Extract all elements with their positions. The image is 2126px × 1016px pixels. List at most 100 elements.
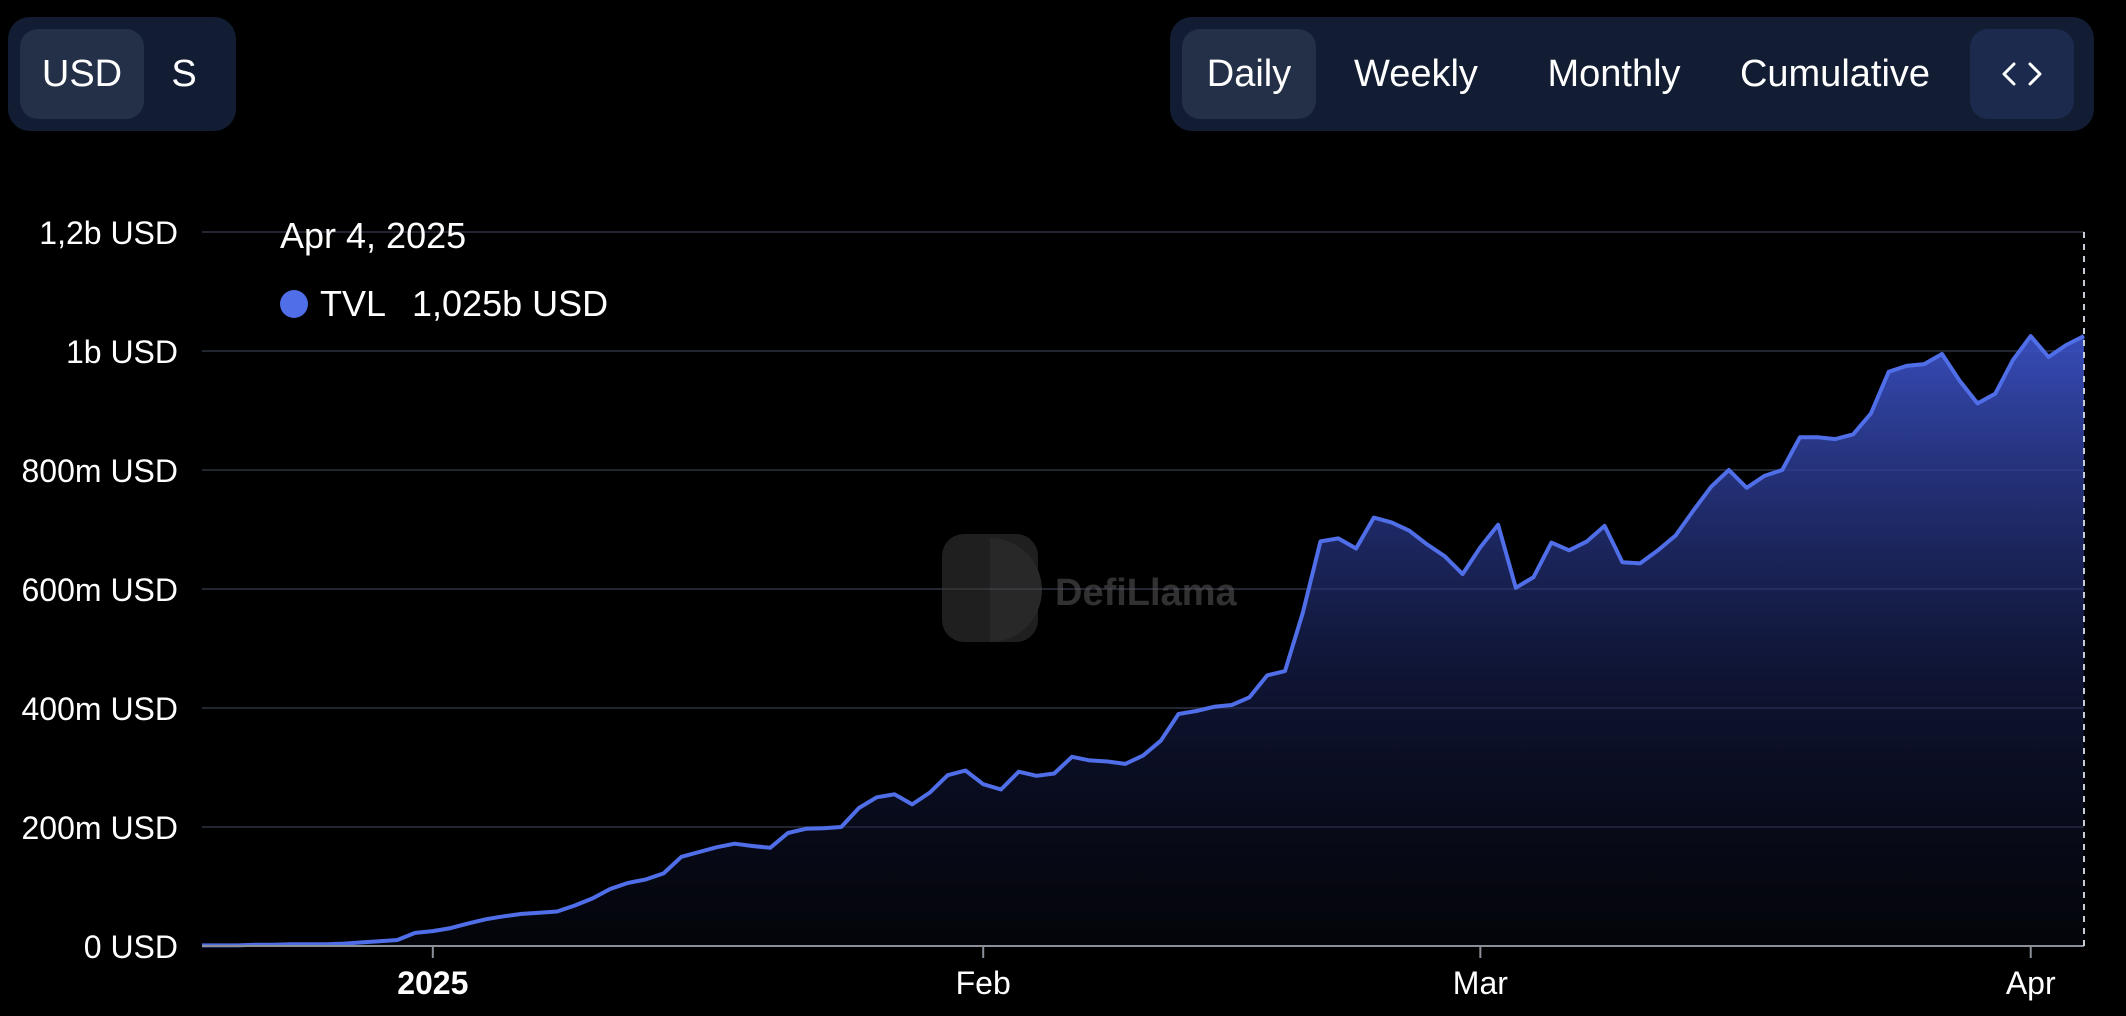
tvl-point	[1921, 361, 1927, 367]
tvl-point	[2028, 333, 2034, 339]
tvl-point	[714, 844, 720, 850]
tvl-point	[536, 910, 542, 916]
period-daily-button[interactable]: Daily	[1182, 29, 1316, 119]
tvl-point	[1477, 544, 1483, 550]
tvl-point	[1495, 522, 1501, 528]
code-embed-icon	[2002, 62, 2042, 86]
tvl-point	[412, 930, 418, 936]
tvl-point	[1140, 753, 1146, 759]
y-tick-label: 0 USD	[84, 929, 178, 965]
tvl-point	[1726, 467, 1732, 473]
tvl-point	[1779, 467, 1785, 473]
tooltip-value: 1,025b USD	[412, 283, 608, 324]
period-toggle: Daily Weekly Monthly Cumulative	[1170, 17, 2094, 131]
tvl-point	[1832, 436, 1838, 442]
period-cumulative-button[interactable]: Cumulative	[1739, 52, 1931, 95]
tvl-point	[1353, 546, 1359, 552]
tvl-point	[1229, 702, 1235, 708]
y-tick-label: 600m USD	[22, 572, 179, 608]
tvl-chart[interactable]: 0 USD 200m USD 400m USD 600m USD 800m USD 1b …	[0, 200, 2126, 1016]
tvl-point	[856, 805, 862, 811]
x-tick-label: 2025	[397, 965, 468, 1001]
tooltip-series-label: TVL	[320, 283, 386, 324]
tvl-point	[1442, 553, 1448, 559]
tvl-point	[2010, 357, 2016, 363]
tvl-point	[625, 880, 631, 886]
tvl-point	[483, 916, 489, 922]
tvl-point	[2046, 354, 2052, 360]
embed-button[interactable]	[1970, 29, 2074, 119]
y-tick-label: 200m USD	[22, 810, 179, 846]
y-tick-label: 1,2b USD	[39, 215, 178, 251]
x-tick-label: Feb	[956, 965, 1011, 1001]
tvl-point	[1602, 523, 1608, 529]
tvl-point	[1619, 559, 1625, 565]
tvl-chart-svg[interactable]: 0 USD 200m USD 400m USD 600m USD 800m USD 1b …	[0, 200, 2126, 1016]
y-tick-label: 1b USD	[66, 334, 178, 370]
currency-s-button[interactable]: S	[171, 52, 197, 95]
period-weekly-button[interactable]: Weekly	[1354, 52, 1478, 95]
tvl-point	[1158, 738, 1164, 744]
y-axis: 0 USD 200m USD 400m USD 600m USD 800m USD 1b …	[22, 215, 179, 965]
tvl-point	[678, 854, 684, 860]
tvl-point	[909, 801, 915, 807]
tvl-point	[1868, 411, 1874, 417]
tvl-point	[767, 845, 773, 851]
tvl-point	[1087, 757, 1093, 763]
tvl-point	[1531, 574, 1537, 580]
tvl-point	[661, 870, 667, 876]
tvl-point	[1975, 400, 1981, 406]
tvl-point	[1371, 515, 1377, 521]
tvl-point	[1406, 528, 1412, 534]
tvl-point	[1282, 668, 1288, 674]
tvl-point	[590, 895, 596, 901]
tvl-point	[1850, 431, 1856, 437]
period-monthly-button[interactable]: Monthly	[1547, 52, 1681, 95]
tvl-point	[1513, 585, 1519, 591]
tvl-point	[1655, 547, 1661, 553]
tvl-point	[1318, 538, 1324, 544]
tvl-point	[785, 830, 791, 836]
tvl-point	[394, 937, 400, 943]
tvl-point	[1957, 378, 1963, 384]
tvl-point	[1424, 541, 1430, 547]
tvl-point	[1886, 369, 1892, 375]
watermark-logo-shape	[990, 538, 1042, 642]
tvl-point	[1744, 485, 1750, 491]
tvl-point	[1815, 434, 1821, 440]
watermark-text: DefiLlama	[1055, 572, 1237, 614]
tvl-point	[643, 876, 649, 882]
tvl-point	[377, 938, 383, 944]
tvl-point	[1211, 704, 1217, 710]
tooltip: Apr 4, 2025 TVL 1,025b USD	[280, 215, 608, 324]
tvl-point	[448, 925, 454, 931]
x-axis: 2025 Feb Mar Apr	[397, 946, 2056, 1001]
tvl-point	[430, 928, 436, 934]
tvl-point	[1176, 711, 1182, 717]
tvl-point	[1051, 771, 1057, 777]
tvl-line	[202, 334, 2085, 948]
tvl-point	[1992, 391, 1998, 397]
tvl-point	[998, 787, 1004, 793]
currency-usd-button[interactable]: USD	[20, 29, 144, 119]
tvl-point	[1904, 363, 1910, 369]
tvl-point	[1122, 761, 1128, 767]
tvl-point	[1548, 540, 1554, 546]
tvl-point	[1761, 473, 1767, 479]
tvl-point	[1939, 351, 1945, 357]
tvl-point	[1247, 694, 1253, 700]
tvl-point	[1797, 434, 1803, 440]
tvl-point	[1193, 708, 1199, 714]
tvl-point	[1637, 560, 1643, 566]
tvl-point	[359, 939, 365, 945]
tvl-point	[607, 886, 613, 892]
tvl-point	[554, 909, 560, 915]
tvl-point	[1034, 773, 1040, 779]
tvl-point	[1069, 754, 1075, 760]
tvl-point	[1566, 547, 1572, 553]
tvl-point	[465, 920, 471, 926]
tvl-point	[945, 772, 951, 778]
tvl-area	[202, 336, 2084, 947]
tvl-point	[1690, 508, 1696, 514]
currency-toggle: USD S	[8, 17, 236, 131]
